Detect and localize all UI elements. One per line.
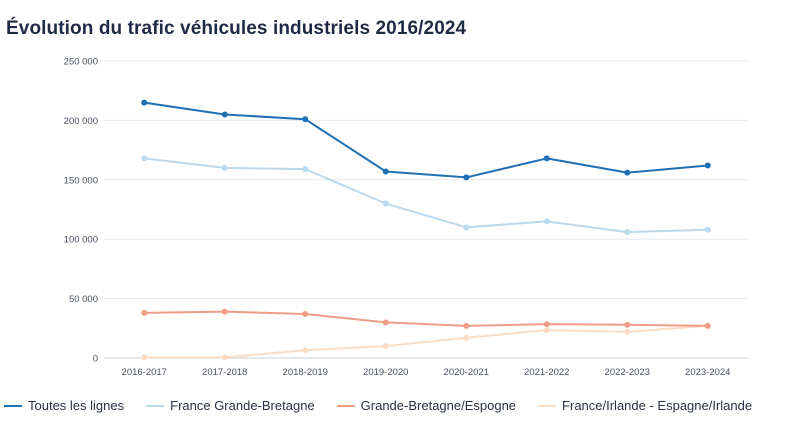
- series-line: [143, 324, 709, 359]
- data-point: [543, 327, 550, 334]
- data-point: [704, 162, 711, 169]
- legend-item-france-grande-bretagne: France Grande-Bretagne: [146, 398, 315, 413]
- y-tick-label: 250 000: [64, 57, 98, 68]
- data-point: [302, 347, 309, 354]
- data-point: [624, 229, 631, 236]
- data-point: [141, 99, 148, 106]
- data-point: [543, 321, 550, 328]
- data-point: [543, 218, 550, 225]
- data-point: [382, 343, 389, 350]
- series-lines: [141, 99, 711, 361]
- data-point: [463, 334, 470, 341]
- y-tick-label: 0: [93, 354, 98, 365]
- chart-title: Évolution du trafic véhicules industriel…: [6, 18, 467, 39]
- x-tick-label: 2020-2021: [444, 367, 489, 378]
- data-point: [141, 354, 148, 361]
- data-point: [624, 328, 631, 335]
- data-point: [302, 311, 309, 318]
- data-point: [141, 155, 148, 162]
- data-point: [141, 309, 148, 316]
- data-point: [704, 322, 711, 329]
- x-tick-label: 2021-2022: [524, 367, 569, 378]
- data-point: [624, 321, 631, 328]
- data-point: [382, 319, 389, 326]
- series-line: [143, 310, 709, 327]
- data-point: [382, 200, 389, 207]
- data-point: [382, 168, 389, 175]
- data-point: [221, 111, 228, 118]
- x-tick-label: 2022-2023: [605, 367, 650, 378]
- y-tick-label: 150 000: [64, 175, 98, 186]
- series-line: [143, 101, 709, 179]
- legend-swatch: [146, 404, 165, 407]
- x-tick-label: 2016-2017: [122, 367, 167, 378]
- data-point: [704, 226, 711, 233]
- data-point: [463, 224, 470, 231]
- data-point: [302, 166, 309, 173]
- legend-item-grande-bretagne-espogne: Grande-Bretagne/Espogne: [336, 398, 517, 413]
- y-tick-label: 50 000: [69, 294, 98, 305]
- x-tick-label: 2018-2019: [283, 367, 328, 378]
- data-point: [543, 155, 550, 162]
- data-point: [221, 354, 228, 361]
- series-3: [141, 322, 711, 361]
- series-1: [141, 155, 711, 236]
- series-2: [141, 308, 711, 329]
- legend-label: France/Irlande - Espagne/Irlande: [562, 398, 753, 413]
- data-point: [221, 164, 228, 171]
- legend-swatch: [4, 404, 22, 407]
- data-point: [624, 169, 631, 176]
- data-point: [463, 174, 470, 181]
- legend-item-toutes-les-lignes: Toutes les lignes: [4, 398, 124, 413]
- legend-item-france-irlande-espagne-irlande: France/Irlande - Espagne/Irlande: [538, 398, 752, 413]
- y-tick-label: 100 000: [64, 235, 98, 246]
- x-tick-label: 2017-2018: [202, 367, 247, 378]
- x-axis-ticks: 2016-2017 2017-2018 2018-2019 2019-2020 2020…: [122, 367, 731, 378]
- legend: Toutes les lignes France Grande-Bretagne…: [4, 398, 752, 413]
- data-point: [221, 308, 228, 315]
- x-tick-label: 2023-2024: [685, 367, 730, 378]
- data-point: [302, 116, 309, 123]
- legend-label: Grande-Bretagne/Espogne: [360, 398, 517, 413]
- legend-swatch: [336, 404, 355, 407]
- series-line: [143, 157, 709, 234]
- y-axis-ticks: 0 50 000 100 000 150 000 200 000 250 000: [64, 57, 98, 365]
- x-tick-label: 2019-2020: [363, 367, 408, 378]
- grid-lines: [104, 60, 748, 359]
- y-tick-label: 200 000: [64, 116, 98, 127]
- series-0: [141, 99, 711, 181]
- data-point: [463, 322, 470, 329]
- legend-label: France Grande-Bretagne: [170, 398, 315, 413]
- legend-swatch: [538, 404, 557, 407]
- legend-label: Toutes les lignes: [28, 398, 125, 413]
